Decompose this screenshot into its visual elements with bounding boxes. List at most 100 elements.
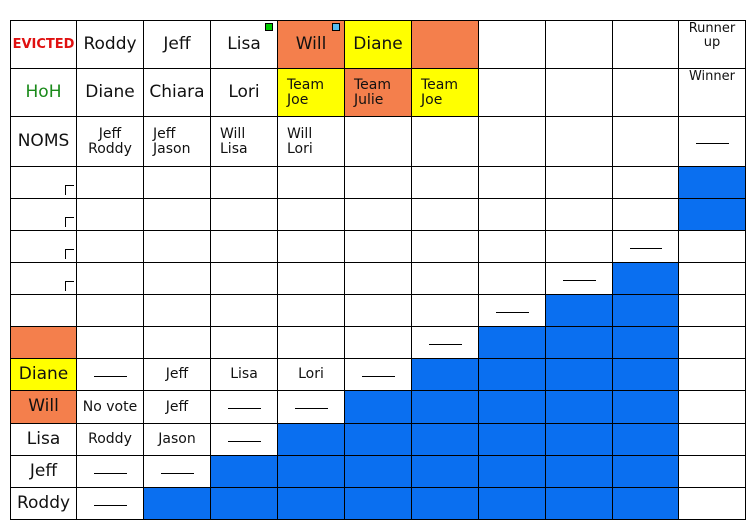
- blocked-cell: [478, 390, 546, 424]
- cell-text: Team Joe: [287, 76, 325, 108]
- cell-text: Team Joe: [421, 76, 459, 108]
- grid-cell: [10, 230, 77, 263]
- cell-jeff: Jeff: [143, 358, 211, 391]
- cell-text: EVICTED: [12, 36, 75, 52]
- cell-text: Lisa: [230, 366, 258, 383]
- blocked-cell: [344, 487, 412, 520]
- blocked-cell: [411, 423, 479, 456]
- grid-cell: [678, 358, 746, 391]
- blocked-cell: [210, 487, 278, 520]
- blocked-cell: [545, 358, 613, 391]
- blocked-cell: [210, 455, 278, 488]
- dash-mark: [295, 408, 328, 410]
- cell-text: No vote: [82, 398, 138, 415]
- grid-cell: [10, 166, 77, 199]
- grid-cell: [143, 230, 211, 263]
- cell-jeff: Jeff: [143, 390, 211, 424]
- blocked-cell: [478, 423, 546, 456]
- grid-cell: [277, 262, 345, 295]
- grid-cell: [10, 198, 77, 231]
- blocked-cell: [612, 390, 679, 424]
- grid-cell: [411, 294, 479, 327]
- cell-text: Team Julie: [354, 76, 392, 108]
- cell-lori: Lori: [277, 358, 345, 391]
- blocked-cell: [545, 294, 613, 327]
- grid-cell: [411, 262, 479, 295]
- grid-cell: [277, 326, 345, 359]
- blue-square-marker: [332, 23, 340, 31]
- blocked-cell: [478, 358, 546, 391]
- cell-text: Jeff Jason: [153, 125, 191, 157]
- grid-cell: [545, 116, 613, 167]
- grid-cell: [612, 198, 679, 231]
- dash-mark: [161, 472, 194, 474]
- blocked-cell: [545, 487, 613, 520]
- grid-cell: [210, 198, 278, 231]
- dash-mark: [630, 247, 662, 249]
- row-label-hoh: HoH: [10, 68, 77, 117]
- cell-text: Roddy: [83, 33, 137, 54]
- row-label-diane: Diane: [10, 358, 77, 391]
- grid-cell: [545, 68, 613, 117]
- cell-text: NOMS: [17, 130, 70, 151]
- dash-mark: [496, 311, 529, 313]
- dash-cell: [344, 358, 412, 391]
- grid-cell: [76, 262, 144, 295]
- blocked-cell: [143, 487, 211, 520]
- blocked-cell: [678, 198, 746, 231]
- blocked-cell: [344, 390, 412, 424]
- grid-cell: [344, 262, 412, 295]
- grid-cell: [210, 230, 278, 263]
- grid-cell: [10, 326, 77, 359]
- corner-tick-mark: [65, 281, 74, 291]
- blocked-cell: [411, 487, 479, 520]
- cell-lisa: Lisa: [210, 20, 278, 69]
- green-square-marker: [265, 23, 273, 31]
- dash-cell: [411, 326, 479, 359]
- cell-text: Will: [28, 396, 59, 417]
- cell-text: Lisa: [227, 33, 261, 54]
- dash-mark: [429, 343, 462, 345]
- grid-cell: [10, 294, 77, 327]
- grid-cell: [210, 166, 278, 199]
- row-label-evicted: EVICTED: [10, 20, 77, 69]
- cell-text: Diane: [18, 363, 69, 384]
- grid-cell: [678, 455, 746, 488]
- cell-jason: Jason: [143, 423, 211, 456]
- grid-cell: [277, 294, 345, 327]
- blocked-cell: [478, 326, 546, 359]
- cell-will-lisa: Will Lisa: [210, 116, 278, 167]
- blocked-cell: [612, 455, 679, 488]
- cell-text: Lori: [298, 366, 324, 383]
- cell-text: Will Lisa: [220, 125, 248, 157]
- grid-cell: [411, 198, 479, 231]
- blocked-cell: [411, 358, 479, 391]
- dash-cell: [545, 262, 613, 295]
- grid-cell: [411, 20, 479, 69]
- grid-cell: [612, 166, 679, 199]
- cell-no-vote: No vote: [76, 390, 144, 424]
- blocked-cell: [678, 166, 746, 199]
- blocked-cell: [612, 326, 679, 359]
- dash-cell: [612, 230, 679, 263]
- dash-cell: [210, 423, 278, 456]
- cell-text: Diane: [85, 81, 135, 102]
- grid-cell: [478, 68, 546, 117]
- cell-team-joe: Team Joe: [277, 68, 345, 117]
- blocked-cell: [612, 487, 679, 520]
- grid-cell: [143, 326, 211, 359]
- cell-jeff-roddy: Jeff Roddy: [76, 116, 144, 167]
- cell-text: Chiara: [149, 81, 205, 102]
- grid-cell: [143, 262, 211, 295]
- blocked-cell: [478, 455, 546, 488]
- blocked-cell: [612, 262, 679, 295]
- row-label-noms: NOMS: [10, 116, 77, 167]
- grid-cell: [478, 198, 546, 231]
- cell-team-julie: Team Julie: [344, 68, 412, 117]
- grid-cell: [678, 294, 746, 327]
- blocked-cell: [277, 487, 345, 520]
- blocked-cell: [545, 423, 613, 456]
- blocked-cell: [411, 455, 479, 488]
- grid-cell: [612, 68, 679, 117]
- grid-cell: [478, 166, 546, 199]
